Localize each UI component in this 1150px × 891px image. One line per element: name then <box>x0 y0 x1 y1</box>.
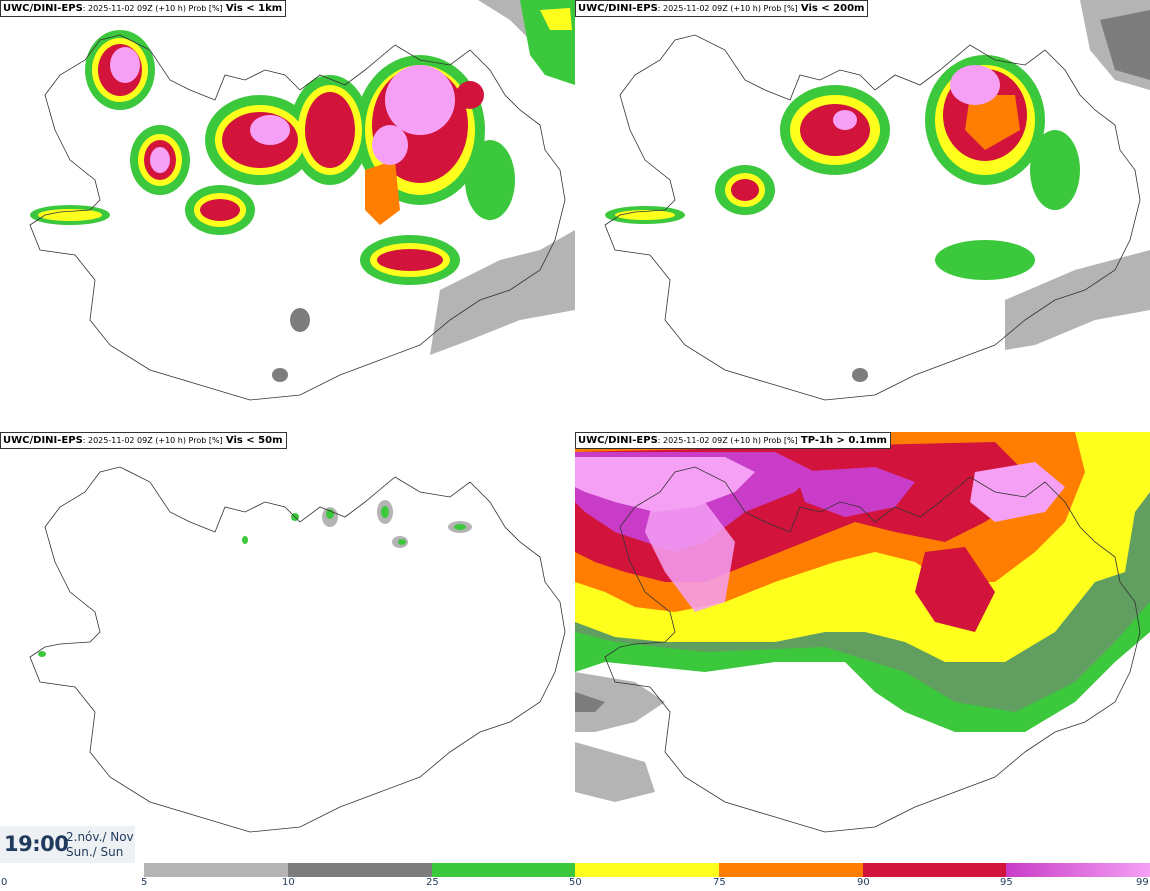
map-panel-tp-1h: UWC/DINI-EPS: 2025-11-02 09Z (+10 h) Pro… <box>575 432 1150 864</box>
panel-title: UWC/DINI-EPS: 2025-11-02 09Z (+10 h) Pro… <box>0 0 287 17</box>
colorbar-segment <box>144 863 288 877</box>
probability-map <box>29 466 566 833</box>
colorbar-tick: 95 <box>1000 877 1013 888</box>
valid-time-box: 19:00 2.nóv./ Nov Sun./ Sun <box>0 826 135 864</box>
colorbar-tick: 75 <box>713 877 726 888</box>
colorbar-segment <box>0 863 144 877</box>
colorbar-tick: 10 <box>282 877 295 888</box>
colorbar-segment <box>1006 863 1150 877</box>
colorbar-tick: 99 <box>1136 877 1149 888</box>
colorbar-tick: 50 <box>569 877 582 888</box>
probability-map <box>29 0 575 401</box>
map-panel-vis-50m: UWC/DINI-EPS: 2025-11-02 09Z (+10 h) Pro… <box>0 432 575 864</box>
valid-date: 2.nóv./ Nov <box>66 830 134 844</box>
probability-colorbar <box>0 863 1150 877</box>
panel-title: UWC/DINI-EPS: 2025-11-02 09Z (+10 h) Pro… <box>0 432 287 449</box>
valid-day: Sun./ Sun <box>66 845 124 859</box>
colorbar-segment <box>863 863 1006 877</box>
map-panel-vis-1km: UWC/DINI-EPS: 2025-11-02 09Z (+10 h) Pro… <box>0 0 575 432</box>
colorbar-tick: 0 <box>1 877 8 888</box>
colorbar-tick: 25 <box>426 877 439 888</box>
colorbar-segment <box>288 863 432 877</box>
colorbar-segment <box>575 863 719 877</box>
colorbar-tick: 90 <box>857 877 870 888</box>
probability-map <box>575 432 1150 833</box>
panel-title: UWC/DINI-EPS: 2025-11-02 09Z (+10 h) Pro… <box>575 0 869 17</box>
probability-map <box>604 0 1150 401</box>
colorbar-segment <box>432 863 575 877</box>
map-panel-vis-200m: UWC/DINI-EPS: 2025-11-02 09Z (+10 h) Pro… <box>575 0 1150 432</box>
colorbar-tick: 5 <box>141 877 148 888</box>
panel-title: UWC/DINI-EPS: 2025-11-02 09Z (+10 h) Pro… <box>575 432 891 449</box>
colorbar-segment <box>719 863 863 877</box>
valid-time: 19:00 <box>4 832 69 856</box>
